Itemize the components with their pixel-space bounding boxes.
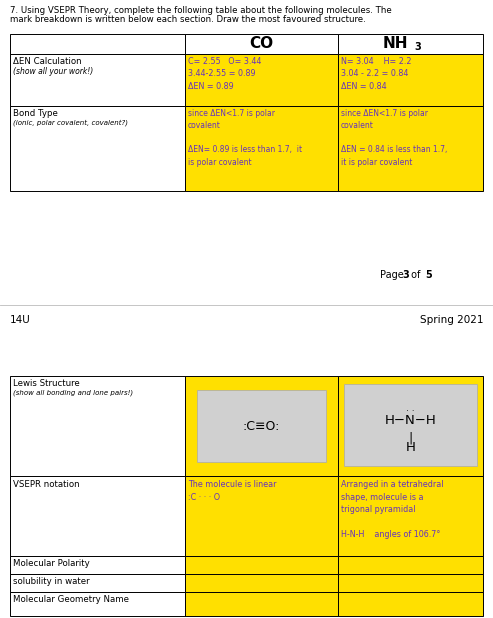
Text: :C≡O:: :C≡O: xyxy=(243,420,280,433)
FancyBboxPatch shape xyxy=(10,376,185,476)
Text: H−N−H: H−N−H xyxy=(385,415,436,428)
Text: of: of xyxy=(408,270,423,280)
Text: Page: Page xyxy=(380,270,407,280)
Text: NH: NH xyxy=(383,36,409,51)
FancyBboxPatch shape xyxy=(338,574,483,592)
Text: since ΔEN<1.7 is polar
covalent

ΔEN= 0.89 is less than 1.7,  it
is polar covale: since ΔEN<1.7 is polar covalent ΔEN= 0.8… xyxy=(188,109,302,167)
Text: ΔEN Calculation: ΔEN Calculation xyxy=(13,57,82,66)
FancyBboxPatch shape xyxy=(185,556,338,574)
FancyBboxPatch shape xyxy=(338,34,483,54)
FancyBboxPatch shape xyxy=(185,574,338,592)
Text: H: H xyxy=(406,441,416,454)
Text: (ionic, polar covalent, covalent?): (ionic, polar covalent, covalent?) xyxy=(13,119,128,125)
Text: 14U: 14U xyxy=(10,315,31,325)
Text: (show all bonding and lone pairs!): (show all bonding and lone pairs!) xyxy=(13,389,133,396)
Text: |: | xyxy=(408,432,413,445)
Text: Molecular Polarity: Molecular Polarity xyxy=(13,559,90,568)
FancyBboxPatch shape xyxy=(185,54,338,106)
FancyBboxPatch shape xyxy=(185,106,338,191)
FancyBboxPatch shape xyxy=(197,390,326,462)
FancyBboxPatch shape xyxy=(10,34,185,54)
FancyBboxPatch shape xyxy=(10,54,185,106)
FancyBboxPatch shape xyxy=(10,592,185,616)
Text: CO: CO xyxy=(249,36,274,51)
FancyBboxPatch shape xyxy=(185,376,338,476)
FancyBboxPatch shape xyxy=(10,574,185,592)
Text: The molecule is linear
:C · · · O: The molecule is linear :C · · · O xyxy=(188,480,277,501)
FancyBboxPatch shape xyxy=(338,54,483,106)
FancyBboxPatch shape xyxy=(338,476,483,556)
Text: N= 3.04    H= 2.2
3.04 - 2.2 = 0.84
ΔEN = 0.84: N= 3.04 H= 2.2 3.04 - 2.2 = 0.84 ΔEN = 0… xyxy=(341,57,412,91)
FancyBboxPatch shape xyxy=(10,556,185,574)
FancyBboxPatch shape xyxy=(10,476,185,556)
Text: Molecular Geometry Name: Molecular Geometry Name xyxy=(13,595,129,604)
FancyBboxPatch shape xyxy=(338,376,483,476)
Text: 5: 5 xyxy=(425,270,432,280)
Text: since ΔEN<1.7 is polar
covalent

ΔEN = 0.84 is less than 1.7,
it is polar covale: since ΔEN<1.7 is polar covalent ΔEN = 0.… xyxy=(341,109,447,167)
Text: VSEPR notation: VSEPR notation xyxy=(13,480,80,489)
Text: solubility in water: solubility in water xyxy=(13,577,90,586)
Text: mark breakdown is written below each section. Draw the most favoured structure.: mark breakdown is written below each sec… xyxy=(10,15,366,24)
FancyBboxPatch shape xyxy=(185,476,338,556)
Text: 3: 3 xyxy=(402,270,409,280)
Text: (show all your work!): (show all your work!) xyxy=(13,67,93,76)
Text: Arranged in a tetrahedral
shape, molecule is a
trigonal pyramidal

H-N-H    angl: Arranged in a tetrahedral shape, molecul… xyxy=(341,480,444,539)
Text: Spring 2021: Spring 2021 xyxy=(420,315,483,325)
FancyBboxPatch shape xyxy=(338,106,483,191)
Text: Lewis Structure: Lewis Structure xyxy=(13,379,80,388)
Text: C= 2.55   O= 3.44
3.44-2.55 = 0.89
ΔEN = 0.89: C= 2.55 O= 3.44 3.44-2.55 = 0.89 ΔEN = 0… xyxy=(188,57,261,91)
Text: · ·: · · xyxy=(406,407,415,415)
Text: Bond Type: Bond Type xyxy=(13,109,58,118)
FancyBboxPatch shape xyxy=(10,106,185,191)
Text: 7. Using VSEPR Theory, complete the following table about the following molecule: 7. Using VSEPR Theory, complete the foll… xyxy=(10,6,392,15)
FancyBboxPatch shape xyxy=(338,592,483,616)
FancyBboxPatch shape xyxy=(338,556,483,574)
FancyBboxPatch shape xyxy=(185,592,338,616)
Text: 3: 3 xyxy=(415,42,421,52)
FancyBboxPatch shape xyxy=(344,384,477,466)
FancyBboxPatch shape xyxy=(185,34,338,54)
